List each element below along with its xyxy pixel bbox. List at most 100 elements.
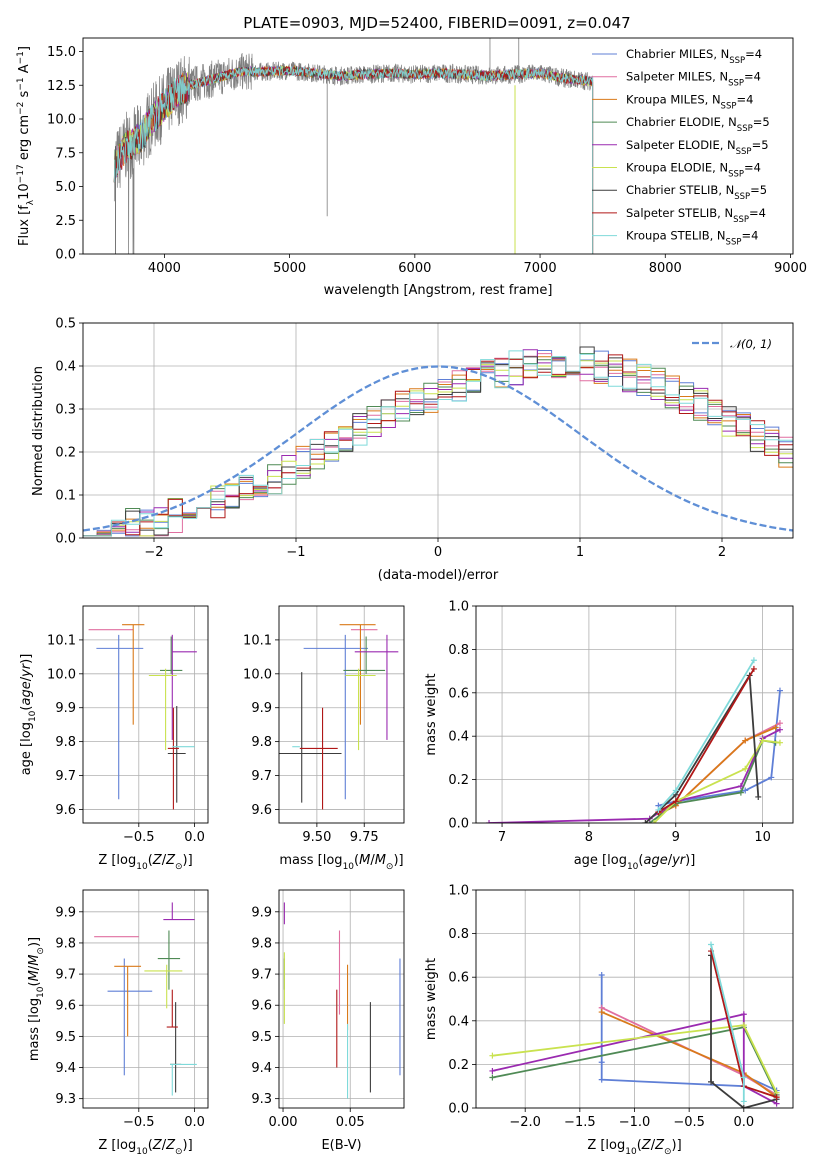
residuals-ytick-label-1: 0.1: [55, 489, 76, 504]
mass-weight-vs-metallicity-panel: −2.0 −1.5 −1.0 −0.5 0.0 0.0 0.2 0.4 0.6 0.8 1.0 Z […: [424, 884, 794, 1157]
spectrum-ytick-label-0: 0.0: [55, 248, 76, 263]
mass-weight-vs-Z-ytick-label-4: 0.8: [448, 927, 469, 942]
mass-weight-vs-Z-xtick-label-3: −0.5: [673, 1115, 705, 1130]
age-vs-mass-panel: 9.50 9.75 9.6 9.7 9.8 9.9 10.0 10.1 mass [log10(…: [243, 605, 405, 872]
mass-weight-vs-age-series-marker-0-4: [776, 687, 783, 694]
age-vs-mass-plot-area: [279, 624, 399, 810]
mass-vs-EBV-ytick-label-3: 9.6: [251, 999, 272, 1014]
residuals-ytick-label-5: 0.5: [55, 317, 76, 332]
mass-weight-vs-age-ytick-label-2: 0.4: [448, 730, 469, 745]
mass-weight-vs-Z-series-marker-0-0: [598, 972, 605, 979]
residuals-x-axis-label: (data-model)/error: [378, 568, 499, 583]
residual-legend-label: 𝒩(0, 1): [730, 337, 772, 351]
residuals-ytick-label-3: 0.3: [55, 403, 76, 418]
mass-weight-vs-Z-plot-area: [489, 941, 780, 1108]
mass-weight-vs-age-series-marker-4-6: [776, 726, 783, 733]
mass-weight-vs-Z-xtick-label-2: −1.0: [619, 1115, 651, 1130]
mass-vs-EBV-ytick-label-2: 9.5: [251, 1030, 272, 1045]
spectrum-legend-label-4: Salpeter ELODIE, NSSP=5: [626, 138, 769, 157]
age-vs-Z-ytick-label-4: 10.0: [47, 667, 76, 682]
spectrum-ytick-label-4: 10.0: [47, 113, 76, 128]
spectrum-xtick-label-0: 4000: [148, 261, 181, 276]
mass-weight-vs-Z-ytick-label-0: 0.0: [448, 1102, 469, 1117]
gaussian-reference-curve: [83, 365, 793, 532]
mass-vs-EBV-plot-area: [283, 902, 401, 1099]
age-vs-Z-ytick-label-0: 9.6: [55, 803, 76, 818]
age-vs-Z-y-axis-label: age [log10(age/yr)]: [19, 654, 38, 776]
mass-weight-vs-age-ytick-label-3: 0.6: [448, 686, 469, 701]
mass-weight-vs-Z-series-line-4: [492, 1013, 778, 1105]
mass-vs-Z-frame: [82, 889, 209, 1109]
residual-histogram-7: [83, 354, 793, 537]
spectrum-ytick-label-6: 15.0: [47, 45, 76, 60]
age-vs-Z-xtick-label-1: 0.0: [184, 830, 205, 845]
mass-weight-vs-age-series-marker-6-0: [642, 820, 649, 823]
mass-vs-Z-xtick-label-1: 0.0: [184, 1115, 205, 1130]
mass-weight-vs-Z-xtick-label-4: 0.0: [733, 1115, 754, 1130]
mass-vs-metallicity-panel: −0.5 0.0 9.3 9.4 9.5 9.6 9.7 9.8 9.9 Z [log10(Z/Z…: [27, 889, 209, 1157]
mass-vs-Z-plot-area: [94, 902, 197, 1096]
mass-weight-vs-age-series-marker-1-3: [776, 720, 783, 727]
mass-weight-vs-Z-y-axis-label: mass weight: [424, 958, 439, 1040]
mass-vs-Z-x-axis-label: Z [log10(Z/Z⊙)]: [98, 1138, 192, 1157]
mass-vs-Z-ytick-label-4: 9.7: [55, 968, 76, 983]
mass-weight-vs-Z-series-marker-5-0: [489, 1052, 496, 1059]
age-vs-Z-x-axis-label: Z [log10(Z/Z⊙)]: [98, 853, 192, 872]
mass-weight-vs-Z-xtick-label-1: −1.5: [564, 1115, 596, 1130]
residuals-y-axis-label: Normed distribution: [31, 366, 46, 496]
spectrum-model-line-7: [113, 65, 594, 254]
mass-weight-vs-Z-series-line-8: [710, 944, 745, 1102]
mass-weight-vs-Z-ytick-label-1: 0.2: [448, 1058, 469, 1073]
mass-weight-vs-Z-series-marker-3-0: [489, 1074, 496, 1081]
spectrum-plot-area: [113, 38, 594, 254]
mass-weight-vs-age-ytick-label-5: 1.0: [448, 600, 469, 615]
residual-histogram-8: [83, 350, 793, 537]
age-vs-Z-ytick-label-5: 10.1: [47, 633, 76, 648]
age-vs-Z-plot-area: [88, 624, 197, 810]
spectrum-ytick-label-3: 7.5: [55, 146, 76, 161]
age-vs-metallicity-panel: −0.5 0.0 9.6 9.7 9.8 9.9 10.0 10.1 Z [log10(Z/Z⊙…: [19, 605, 209, 872]
mass-vs-Z-xtick-label-0: −0.5: [123, 1115, 155, 1130]
age-vs-mass-xtick-label-1: 9.75: [350, 830, 379, 845]
mass-weight-vs-age-series-marker-4-0: [486, 820, 493, 823]
spectrum-xtick-label-5: 9000: [774, 261, 807, 276]
mass-weight-vs-age-xtick-label-2: 9: [672, 830, 680, 845]
spectrum-ytick-label-1: 2.5: [55, 214, 76, 229]
mass-weight-vs-age-series-marker-5-4: [776, 739, 783, 746]
spectrum-legend-label-0: Chabrier MILES, NSSP=4: [626, 47, 762, 66]
residuals-xtick-label-1: −1: [286, 545, 305, 560]
mass-vs-Z-y-axis-label: mass [log10(M/M⊙)]: [27, 937, 46, 1061]
residuals-xtick-label-0: −2: [144, 545, 163, 560]
age-vs-Z-ytick-label-2: 9.8: [55, 735, 76, 750]
mass-weight-vs-age-series-marker-8-2: [750, 657, 757, 664]
mass-weight-vs-Z-series-marker-8-0: [708, 941, 715, 948]
spectrum-legend-label-1: Salpeter MILES, NSSP=4: [626, 70, 761, 89]
mass-weight-vs-Z-series-marker-6-1: [708, 1078, 715, 1085]
residuals-xtick-label-4: 2: [718, 545, 726, 560]
mass-vs-EBV-xtick-label-0: 0.00: [269, 1115, 298, 1130]
age-vs-mass-ytick-label-0: 9.6: [251, 803, 272, 818]
mass-weight-vs-Z-series-marker-0-2: [598, 1076, 605, 1083]
mass-vs-Z-ytick-label-5: 9.8: [55, 936, 76, 951]
residuals-ytick-label-2: 0.2: [55, 446, 76, 461]
mass-weight-vs-age-ytick-label-1: 0.2: [448, 773, 469, 788]
mass-weight-vs-age-series-marker-0-2: [742, 787, 749, 794]
mass-weight-vs-Z-ytick-label-5: 1.0: [448, 884, 469, 899]
mass-vs-Z-ytick-label-0: 9.3: [55, 1092, 76, 1107]
age-vs-mass-ytick-label-3: 9.9: [251, 701, 272, 716]
spectrum-legend-label-8: Kroupa STELIB, NSSP=4: [626, 229, 758, 248]
mass-weight-vs-age-series-marker-7-1: [672, 798, 679, 805]
mass-weight-vs-age-ytick-label-4: 0.8: [448, 643, 469, 658]
spectrum-legend-label-3: Chabrier ELODIE, NSSP=5: [626, 115, 770, 134]
mass-vs-Z-ytick-label-2: 9.5: [55, 1030, 76, 1045]
spectrum-legend-label-7: Salpeter STELIB, NSSP=4: [626, 206, 766, 225]
mass-weight-vs-age-frame: [475, 605, 794, 824]
mass-vs-EBV-xtick-label-1: 0.05: [336, 1115, 365, 1130]
age-vs-mass-ytick-label-1: 9.7: [251, 769, 272, 784]
age-vs-Z-ytick-label-1: 9.7: [55, 769, 76, 784]
mass-weight-vs-age-panel: 7 8 9 10 0.0 0.2 0.4 0.6 0.8 1.0 age [log10(age/yr…: [424, 600, 794, 872]
mass-weight-vs-Z-series-marker-7-2: [773, 1094, 780, 1101]
age-vs-Z-frame: [82, 605, 209, 824]
mass-weight-vs-age-series-marker-5-2: [742, 765, 749, 772]
mass-vs-Z-ytick-label-6: 9.9: [55, 905, 76, 920]
